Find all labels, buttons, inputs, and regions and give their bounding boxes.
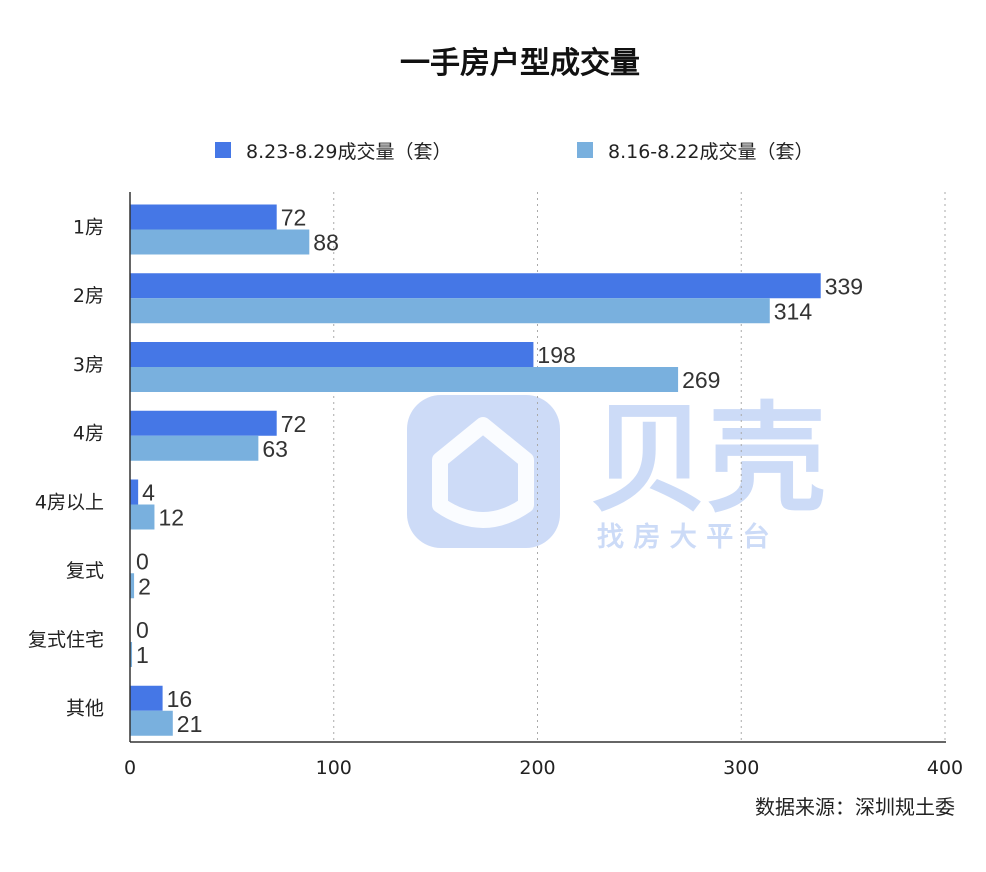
legend-label-series-2: 8.16-8.22成交量（套） xyxy=(608,141,813,163)
data-label: 72 xyxy=(281,205,307,231)
legend-label-series-1: 8.23-8.29成交量（套） xyxy=(246,141,451,163)
data-label: 0 xyxy=(136,617,149,643)
bar-series-2 xyxy=(130,367,679,392)
data-label: 21 xyxy=(177,711,203,737)
x-tick-label: 100 xyxy=(316,757,352,779)
bar-series-2 xyxy=(130,573,135,599)
x-tick-label: 200 xyxy=(519,757,555,779)
data-label: 63 xyxy=(262,436,288,462)
data-label: 88 xyxy=(313,230,339,256)
data-label: 12 xyxy=(158,505,184,531)
category-label: 1房 xyxy=(73,216,104,238)
bar-series-1 xyxy=(130,204,277,230)
watermark: 贝壳 找 房 大 平 台 xyxy=(407,390,826,553)
watermark-house-icon xyxy=(432,417,534,528)
bar-series-1 xyxy=(130,410,277,436)
watermark-brand: 贝壳 xyxy=(590,390,826,528)
legend-swatch-series-1 xyxy=(215,142,231,158)
data-label: 2 xyxy=(138,573,151,599)
data-label: 16 xyxy=(167,686,193,712)
bar-series-2 xyxy=(130,504,155,530)
category-label: 其他 xyxy=(66,698,104,720)
bar-series-1 xyxy=(130,342,534,367)
x-tick-labels: 0 100 200 300 400 xyxy=(124,757,963,779)
bar-series-2 xyxy=(130,298,770,324)
bar-series-2 xyxy=(130,435,259,461)
category-label: 复式 xyxy=(66,560,104,582)
bar-series-1 xyxy=(130,685,163,711)
data-label: 339 xyxy=(825,273,863,299)
data-label: 72 xyxy=(281,411,307,437)
x-tick-label: 400 xyxy=(927,757,963,779)
bar-series-2 xyxy=(130,229,310,255)
data-label: 4 xyxy=(142,480,155,506)
category-label: 2房 xyxy=(73,285,104,307)
legend: 8.23-8.29成交量（套） 8.16-8.22成交量（套） xyxy=(215,141,813,163)
category-label: 3房 xyxy=(73,354,104,376)
chart-title: 一手房户型成交量 xyxy=(400,46,640,81)
bar-series-2 xyxy=(130,642,133,667)
source-note: 数据来源：深圳规土委 xyxy=(755,795,955,819)
watermark-slogan: 找 房 大 平 台 xyxy=(597,521,770,553)
bar-series-1 xyxy=(130,479,139,505)
legend-swatch-series-2 xyxy=(577,142,593,158)
data-label: 198 xyxy=(537,342,575,368)
data-label: 0 xyxy=(136,548,149,574)
data-label: 269 xyxy=(682,367,720,393)
data-label: 1 xyxy=(136,642,149,668)
bar-series-1 xyxy=(130,273,821,299)
x-tick-label: 300 xyxy=(723,757,759,779)
category-label: 4房 xyxy=(73,423,104,445)
category-label: 4房以上 xyxy=(35,491,104,513)
bar-series-2 xyxy=(130,710,173,736)
data-label: 314 xyxy=(774,298,813,324)
x-tick-label: 0 xyxy=(124,757,136,779)
category-label: 复式住宅 xyxy=(28,629,104,651)
